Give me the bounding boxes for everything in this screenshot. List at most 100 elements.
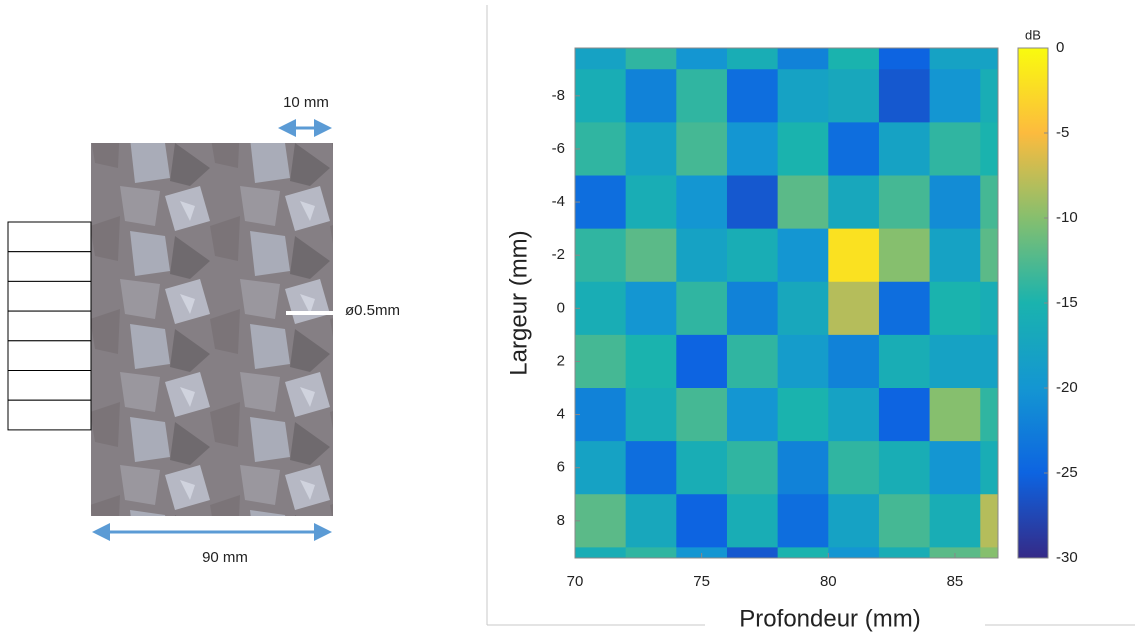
x-tick-label: 80 <box>820 573 837 590</box>
cell <box>727 16 778 70</box>
cell <box>626 229 677 283</box>
cell <box>626 441 677 495</box>
cell <box>778 176 829 230</box>
cell <box>727 494 778 548</box>
cell <box>676 441 727 495</box>
label: ø0.5mm <box>345 302 400 319</box>
micrograph <box>91 143 333 516</box>
diagram: 10 mm 90 mm ø0.5mm <box>8 94 400 566</box>
cell <box>879 229 930 283</box>
y-tick-label: 8 <box>557 512 565 529</box>
cell <box>676 335 727 389</box>
x-tick-label: 75 <box>693 573 710 590</box>
colorbar-tick-label: 0 <box>1056 39 1064 56</box>
y-tick-label: -4 <box>552 193 565 210</box>
y-tick-label: -2 <box>552 246 565 263</box>
cell <box>879 388 930 442</box>
colorbar-tick-label: -20 <box>1056 379 1078 396</box>
cell <box>727 176 778 230</box>
cell <box>727 69 778 123</box>
cell <box>575 69 626 123</box>
cell <box>727 122 778 176</box>
cell <box>930 122 981 176</box>
cell <box>676 229 727 283</box>
cell <box>676 176 727 230</box>
colorbar-label: dB <box>1025 27 1041 42</box>
cell <box>575 388 626 442</box>
cell <box>626 494 677 548</box>
cell <box>930 229 981 283</box>
cell <box>575 122 626 176</box>
label: 90 mm <box>202 549 248 566</box>
cell <box>828 176 879 230</box>
cell <box>828 388 879 442</box>
colorbar <box>1018 48 1048 558</box>
cell <box>575 229 626 283</box>
cell <box>778 122 829 176</box>
cell <box>930 494 981 548</box>
cell <box>930 441 981 495</box>
cell <box>575 282 626 336</box>
cell <box>575 441 626 495</box>
cell <box>575 494 626 548</box>
cell <box>626 176 677 230</box>
cell <box>626 282 677 336</box>
cell <box>879 547 930 601</box>
cell <box>879 122 930 176</box>
cell <box>930 176 981 230</box>
cell <box>930 16 981 70</box>
cell <box>676 69 727 123</box>
cell <box>879 176 930 230</box>
cell <box>828 335 879 389</box>
cell <box>676 494 727 548</box>
cell <box>676 388 727 442</box>
cell <box>626 335 677 389</box>
y-tick-label: -8 <box>552 87 565 104</box>
cell <box>626 16 677 70</box>
cell <box>778 441 829 495</box>
x-tick-label: 85 <box>947 573 964 590</box>
y-tick-label: -6 <box>552 140 565 157</box>
cell <box>828 282 879 336</box>
cell <box>575 335 626 389</box>
cell <box>828 69 879 123</box>
cell <box>727 335 778 389</box>
colorbar-tick-label: -30 <box>1056 549 1078 566</box>
cell <box>676 122 727 176</box>
cell <box>879 69 930 123</box>
colorbar-tick-label: -15 <box>1056 294 1078 311</box>
y-tick-label: 0 <box>557 299 565 316</box>
cell <box>778 494 829 548</box>
cell <box>828 16 879 70</box>
cell <box>727 441 778 495</box>
y-tick-label: 6 <box>557 459 565 476</box>
cell <box>676 282 727 336</box>
cell <box>778 335 829 389</box>
cell <box>778 388 829 442</box>
x-tick-label: 70 <box>567 573 584 590</box>
cell <box>930 282 981 336</box>
cell <box>879 494 930 548</box>
transducer <box>8 222 91 430</box>
cell <box>930 69 981 123</box>
cell <box>575 16 626 70</box>
cell <box>626 69 677 123</box>
cell <box>727 388 778 442</box>
heatmap <box>575 16 1031 601</box>
cell <box>778 229 829 283</box>
colorbar-tick-label: -10 <box>1056 209 1078 226</box>
cell <box>727 547 778 601</box>
cell <box>727 229 778 283</box>
cell <box>626 388 677 442</box>
colorbar-tick-label: -5 <box>1056 124 1069 141</box>
y-tick-label: 4 <box>557 406 565 423</box>
cell <box>879 16 930 70</box>
y-axis-label: Largeur (mm) <box>505 230 532 375</box>
cell <box>828 229 879 283</box>
cell <box>879 282 930 336</box>
label: 10 mm <box>283 94 329 111</box>
cell <box>828 494 879 548</box>
cell <box>676 16 727 70</box>
cell <box>778 282 829 336</box>
cell <box>778 69 829 123</box>
